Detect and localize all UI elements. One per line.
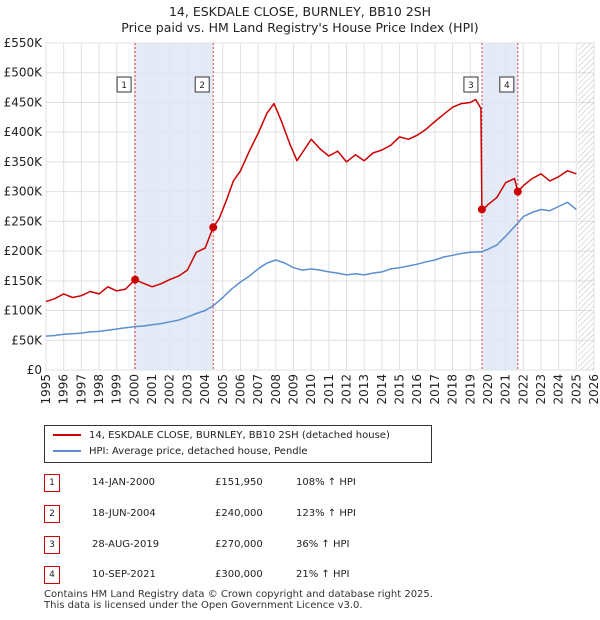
x-tick-label: 2009 [286, 374, 300, 405]
x-tick-label: 2019 [463, 374, 477, 405]
y-tick-label: £250K [4, 214, 44, 228]
table-row: 4 10-SEP-2021 £300,000 21% ↑ HPI [44, 566, 444, 584]
sale-date: 28-AUG-2019 [92, 539, 160, 550]
y-tick-label: £550K [4, 36, 44, 50]
x-tick-label: 2003 [180, 374, 194, 405]
legend-label-hpi: HPI: Average price, detached house, Pend… [89, 446, 308, 457]
x-tick-label: 2026 [587, 374, 600, 405]
x-tick-label: 2008 [269, 374, 283, 405]
sale-point [513, 187, 522, 196]
x-tick-label: 1996 [57, 374, 71, 405]
x-tick-label: 2007 [251, 374, 265, 405]
sale-hpi-change: 108% ↑ HPI [296, 477, 356, 488]
sale-price: £300,000 [215, 569, 263, 580]
sale-price: £270,000 [215, 539, 263, 550]
y-tick-label: £200K [4, 244, 44, 258]
sale-label-text: 3 [468, 81, 474, 91]
sale-date: 14-JAN-2000 [92, 477, 156, 488]
table-row: 1 14-JAN-2000 £151,950 108% ↑ HPI [44, 474, 444, 492]
sale-point [477, 205, 486, 214]
x-tick-label: 2017 [428, 374, 442, 405]
y-tick-label: £100K [4, 304, 44, 318]
x-tick-label: 1999 [110, 374, 124, 405]
sale-price: £151,950 [215, 477, 263, 488]
legend-item-property: 14, ESKDALE CLOSE, BURNLEY, BB10 2SH (de… [53, 428, 390, 444]
sale-number-badge: 1 [44, 474, 60, 492]
sale-number-badge: 4 [44, 566, 60, 584]
y-tick-label: £300K [4, 185, 44, 199]
x-tick-label: 1995 [39, 374, 53, 405]
highlight-span [135, 43, 214, 370]
x-tick-label: 2023 [534, 374, 548, 405]
forecast-hatch-area [578, 43, 594, 370]
footer-attribution: Contains HM Land Registry data © Crown c… [44, 589, 433, 611]
sale-point [209, 223, 218, 232]
x-tick-label: 2004 [198, 374, 212, 405]
sale-label-box [499, 76, 515, 93]
sale-hpi-change: 123% ↑ HPI [296, 508, 356, 519]
table-row: 2 18-JUN-2004 £240,000 123% ↑ HPI [44, 505, 444, 523]
legend-item-hpi: HPI: Average price, detached house, Pend… [53, 444, 308, 460]
x-tick-label: 2005 [216, 374, 230, 405]
sale-hpi-change: 36% ↑ HPI [296, 539, 350, 550]
y-tick-label: £0 [27, 363, 42, 377]
x-tick-label: 2020 [481, 374, 495, 405]
highlight-span [481, 43, 518, 370]
x-tick-label: 1998 [92, 374, 106, 405]
x-tick-label: 2006 [233, 374, 247, 405]
y-tick-label: £500K [4, 66, 44, 80]
x-tick-label: 2014 [375, 374, 389, 405]
x-tick-label: 2016 [410, 374, 424, 405]
x-tick-label: 2011 [322, 374, 336, 405]
sale-number-badge: 2 [44, 505, 60, 523]
x-tick-label: 2010 [304, 374, 318, 405]
x-tick-label: 2012 [340, 374, 354, 405]
x-tick-label: 2021 [499, 374, 513, 405]
x-tick-label: 2018 [446, 374, 460, 405]
hpi-series-line [45, 201, 577, 337]
sale-number-badge: 3 [44, 536, 60, 554]
sale-price: £240,000 [215, 508, 263, 519]
y-tick-label: £400K [4, 125, 44, 139]
chart-subtitle: Price paid vs. HM Land Registry's House … [121, 20, 479, 35]
x-tick-label: 2015 [393, 374, 407, 405]
sale-hpi-change: 21% ↑ HPI [296, 569, 350, 580]
sale-label-text: 1 [121, 81, 127, 91]
table-row: 3 28-AUG-2019 £270,000 36% ↑ HPI [44, 536, 444, 554]
legend-swatch-property [53, 434, 81, 436]
sale-date: 18-JUN-2004 [92, 508, 156, 519]
y-tick-label: £450K [4, 95, 44, 109]
x-tick-label: 2001 [145, 374, 159, 405]
y-tick-label: £350K [4, 155, 44, 169]
chart-legend: 14, ESKDALE CLOSE, BURNLEY, BB10 2SH (de… [44, 425, 432, 463]
x-tick-label: 2002 [163, 374, 177, 405]
price-chart: 1 2 3 4 £0 £50K £100K £150K £200K £250K £300K £350… [4, 36, 600, 405]
x-tick-label: 2022 [516, 374, 530, 405]
footer-line-2: This data is licensed under the Open Gov… [44, 600, 363, 611]
footer-line-1: Contains HM Land Registry data © Crown c… [44, 589, 433, 600]
x-tick-label: 2000 [127, 374, 141, 405]
y-tick-label: £50K [11, 333, 43, 347]
x-tick-label: 1997 [74, 374, 88, 405]
x-tick-label: 2013 [357, 374, 371, 405]
sale-label-text: 2 [199, 81, 205, 91]
property-series-line [45, 98, 577, 303]
legend-swatch-hpi [53, 450, 81, 452]
sale-label-text: 4 [504, 81, 510, 91]
sale-date: 10-SEP-2021 [92, 569, 156, 580]
legend-label-property: 14, ESKDALE CLOSE, BURNLEY, BB10 2SH (de… [89, 430, 390, 441]
sale-label-box [194, 76, 210, 93]
x-tick-label: 2025 [569, 374, 583, 405]
x-tick-label: 2024 [552, 374, 566, 405]
sale-label-box [116, 76, 132, 93]
chart-title: 14, ESKDALE CLOSE, BURNLEY, BB10 2SH [168, 4, 432, 19]
sale-label-box [463, 76, 479, 93]
sale-point [131, 275, 140, 284]
y-tick-label: £150K [4, 274, 44, 288]
